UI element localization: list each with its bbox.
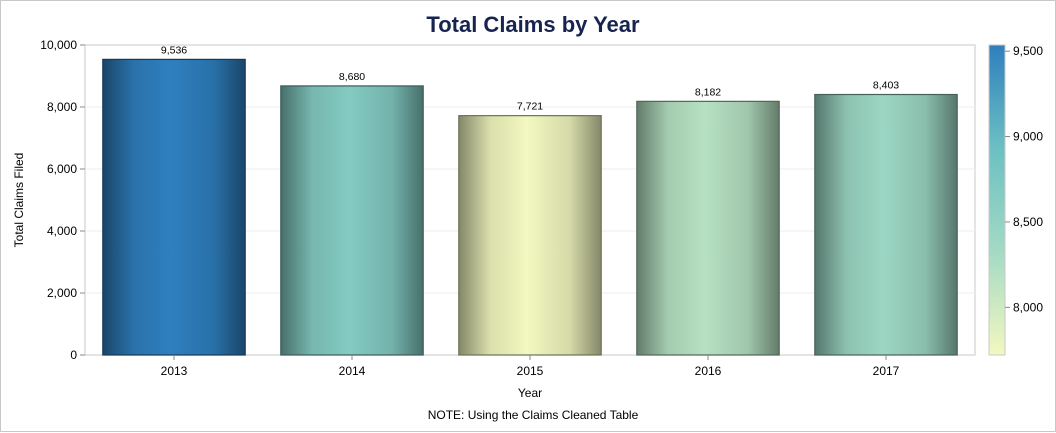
data-label-2015: 7,721: [517, 101, 543, 113]
x-axis-label: Year: [518, 386, 542, 400]
x-tick-label: 2017: [873, 364, 900, 378]
x-tick-label: 2013: [161, 364, 188, 378]
bar-2014: [280, 85, 424, 356]
x-axis: 2013 2014 2015 2016 2017: [161, 355, 900, 378]
data-label-2017: 8,403: [873, 80, 899, 92]
color-legend: 8,000 8,500 9,000 9,500: [988, 44, 1043, 356]
color-ramp: [988, 44, 1006, 356]
y-tick-label: 8,000: [47, 100, 77, 114]
legend-tick-label: 8,000: [1013, 300, 1043, 314]
bar-2017: [814, 93, 958, 356]
x-tick-label: 2015: [517, 364, 544, 378]
data-label-2016: 8,182: [695, 86, 721, 98]
y-tick-label: 4,000: [47, 224, 77, 238]
chart-title: Total Claims by Year: [426, 12, 640, 37]
data-label-2013: 9,536: [161, 44, 187, 56]
footnote: NOTE: Using the Claims Cleaned Table: [428, 408, 639, 422]
y-tick-label: 6,000: [47, 162, 77, 176]
data-label-2014: 8,680: [339, 71, 365, 83]
legend-tick-label: 9,000: [1013, 130, 1043, 144]
x-tick-label: 2016: [695, 364, 722, 378]
y-tick-label: 0: [70, 348, 77, 362]
bars: 9,536 8,680 7,721 8,182 8,403: [102, 44, 958, 356]
y-tick-label: 10,000: [40, 38, 77, 52]
y-tick-label: 2,000: [47, 286, 77, 300]
y-axis: 0 2,000 4,000 6,000 8,000 10,000: [40, 38, 85, 362]
bar-2015: [458, 115, 602, 356]
bar-2013: [102, 58, 246, 356]
bar-2016: [636, 100, 780, 356]
legend-tick-label: 9,500: [1013, 44, 1043, 58]
y-axis-label: Total Claims Filed: [12, 153, 26, 248]
legend-tick-label: 8,500: [1013, 215, 1043, 229]
x-tick-label: 2014: [339, 364, 366, 378]
